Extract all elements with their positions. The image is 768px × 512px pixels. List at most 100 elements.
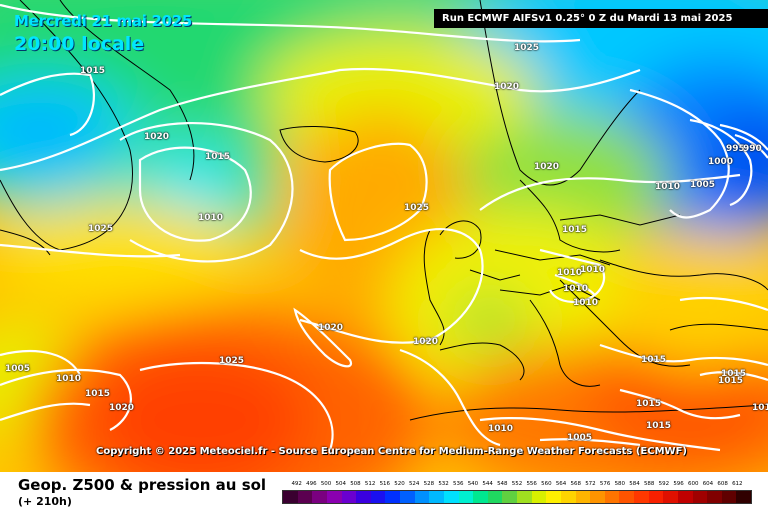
scale-tick-label: 604 xyxy=(702,481,714,487)
isobar-label-1000-russia: 1000 xyxy=(708,157,734,167)
scale-tick-label: 552 xyxy=(511,481,523,487)
scale-swatch xyxy=(370,491,386,503)
isobar-lines xyxy=(0,3,768,452)
forecast-lead: (+ 210h) xyxy=(18,495,72,508)
isobar-label-1010-alps: 1010 xyxy=(563,284,589,294)
color-scale-labels: 492 496 500 504 508 512 516 520 524 528 532 536 540 5… xyxy=(282,481,752,491)
isobar-label-1020-biscay: 1020 xyxy=(413,337,439,347)
scale-swatch xyxy=(531,491,547,503)
scale-swatch xyxy=(502,491,517,503)
scale-swatch xyxy=(283,491,298,503)
scale-swatch xyxy=(677,491,693,503)
scale-swatch xyxy=(312,491,327,503)
scale-tick-label: 588 xyxy=(643,481,655,487)
scale-tick-label: 512 xyxy=(364,481,376,487)
isobar-label-1020-norway: 1020 xyxy=(534,162,560,172)
isobar-label-1025-west: 1025 xyxy=(88,224,114,234)
scale-swatch xyxy=(326,491,342,503)
isobar-label-995-russia: 995 xyxy=(726,144,745,154)
isobar-label-1005-russia: 1005 xyxy=(690,180,716,190)
scale-tick-label: 608 xyxy=(717,481,728,487)
isobar-label-1015-low: 1015 xyxy=(205,152,231,162)
scale-tick-label: 612 xyxy=(732,481,743,487)
scale-swatch xyxy=(297,491,313,503)
isobar-label-1015-turkey-b: 1015 xyxy=(718,376,744,386)
isobar-label-1015-baltic: 1015 xyxy=(562,225,588,235)
scale-swatch xyxy=(546,491,561,503)
forecast-date: Mercredi 21 mai 2025 xyxy=(14,12,193,30)
scale-swatch xyxy=(634,491,649,503)
scale-swatch xyxy=(604,491,620,503)
scale-tick-label: 504 xyxy=(335,481,347,487)
isobar-label-1020-sw: 1020 xyxy=(109,403,135,413)
isobar-label-1015-turkey: 1015 xyxy=(721,369,747,379)
isobar-label-1015-greenland: 1015 xyxy=(80,66,106,76)
scale-tick-label: 580 xyxy=(614,481,626,487)
isobar-label-1010-africa: 1010 xyxy=(488,424,514,434)
scale-tick-label: 500 xyxy=(320,481,332,487)
scale-swatch xyxy=(517,491,532,503)
scale-tick-label: 496 xyxy=(306,481,317,487)
scale-swatch xyxy=(663,491,678,503)
scale-tick-label: 508 xyxy=(350,481,361,487)
isobar-label-1025-azores: 1025 xyxy=(219,356,245,366)
scale-tick-label: 548 xyxy=(497,481,508,487)
scale-swatch xyxy=(560,491,576,503)
isobar-label-1010-germany: 1010 xyxy=(557,268,583,278)
isobar-label-1010-west: 1010 xyxy=(56,374,82,384)
scale-tick-label: 544 xyxy=(482,481,493,487)
run-info: Run ECMWF AIFSv1 0.25° 0 Z du Mardi 13 m… xyxy=(434,9,768,28)
isobar-label-1010-low: 1010 xyxy=(198,213,224,223)
scale-swatch xyxy=(429,491,444,503)
scale-swatch xyxy=(400,491,415,503)
scale-swatch xyxy=(648,491,664,503)
isobar-label-1025-north: 1025 xyxy=(514,43,540,53)
scale-swatch xyxy=(414,491,430,503)
isobar-label-1010-germany-b: 1010 xyxy=(580,265,606,275)
scale-swatch xyxy=(473,491,488,503)
isobar-label-1015-greece: 1015 xyxy=(636,399,662,409)
isobar-label-1010-russia: 1010 xyxy=(655,182,681,192)
legend-footer: Geop. Z500 & pression au sol (+ 210h) 49… xyxy=(0,472,768,512)
scale-tick-label: 520 xyxy=(394,481,405,487)
isobar-label-1020-atlantic: 1020 xyxy=(318,323,344,333)
scale-swatch xyxy=(385,491,400,503)
isobar-label-990-russia: 990 xyxy=(743,144,762,154)
scale-tick-label: 560 xyxy=(541,481,552,487)
scale-tick-label: 556 xyxy=(526,481,537,487)
isobar-label-1005-west: 1005 xyxy=(5,364,31,374)
scale-swatch xyxy=(575,491,591,503)
scale-tick-label: 540 xyxy=(467,481,479,487)
scale-tick-label: 528 xyxy=(423,481,435,487)
scale-swatch xyxy=(341,491,357,503)
isobar-label-1005-africa: 1005 xyxy=(567,433,593,443)
scale-tick-label: 516 xyxy=(379,481,391,487)
scale-swatch xyxy=(458,491,474,503)
scale-tick-label: 592 xyxy=(658,481,670,487)
isobar-label-1010-far-east: 1010 xyxy=(752,403,768,413)
map-title: Geop. Z500 & pression au sol xyxy=(18,476,267,494)
scale-swatch xyxy=(619,491,634,503)
scale-swatch xyxy=(590,491,605,503)
scale-tick-label: 576 xyxy=(599,481,611,487)
scale-tick-label: 584 xyxy=(629,481,640,487)
copyright-text: Copyright © 2025 Meteociel.fr - Source E… xyxy=(96,446,687,457)
isobar-label-1015-libya: 1015 xyxy=(646,421,672,431)
color-scale-bar xyxy=(282,490,752,504)
scale-tick-label: 524 xyxy=(408,481,420,487)
isobar-label-1010-alps-b: 1010 xyxy=(573,298,599,308)
scale-tick-label: 532 xyxy=(438,481,449,487)
scale-swatch xyxy=(487,491,503,503)
scale-tick-label: 572 xyxy=(585,481,596,487)
scale-tick-label: 564 xyxy=(555,481,567,487)
scale-tick-label: 536 xyxy=(453,481,464,487)
scale-swatch xyxy=(443,491,459,503)
scale-swatch xyxy=(692,491,708,503)
weather-map: 1025 1015 1020 1020 1015 1010 1025 1025 … xyxy=(0,0,768,472)
scale-swatch xyxy=(707,491,722,503)
scale-tick-label: 568 xyxy=(570,481,582,487)
isobar-label-1020-west: 1020 xyxy=(144,132,170,142)
scale-swatch xyxy=(356,491,371,503)
scale-tick-label: 492 xyxy=(291,481,302,487)
